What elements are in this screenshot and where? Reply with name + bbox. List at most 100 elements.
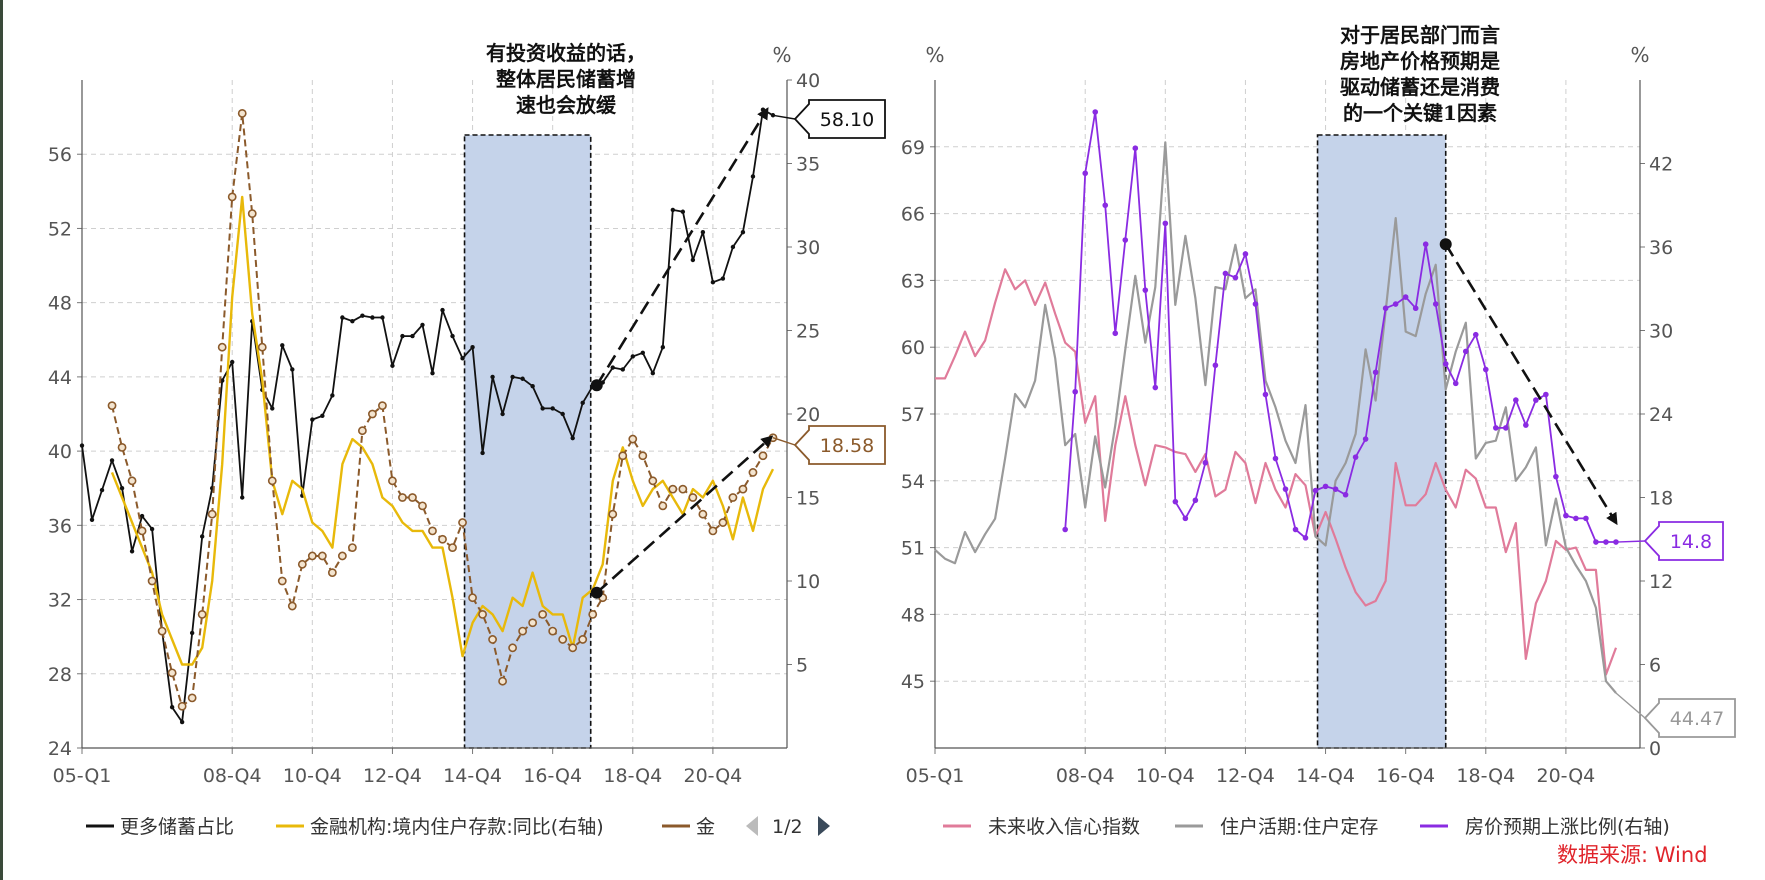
data-point [678,484,688,494]
data-point [1252,301,1259,307]
x-tick-label: 12-Q4 [363,765,422,787]
x-tick-label: 14-Q4 [1296,765,1355,787]
arrow-start-dot [590,379,603,392]
data-point [500,411,505,417]
data-point [1372,369,1379,376]
data-point [740,229,746,235]
data-point [1062,526,1068,533]
data-point [1392,301,1399,307]
left-chart-grid [81,80,787,749]
y-right-tick-label: 5 [796,655,808,677]
data-point [668,484,678,494]
y-left-tick-label: 51 [901,538,925,560]
data-point [518,626,528,636]
data-point [650,370,656,376]
data-point [748,468,758,477]
trend-arrow [595,435,774,594]
end-label-box [1643,521,1724,561]
data-point [1232,274,1239,281]
data-point [1132,145,1139,151]
data-point [1322,483,1329,490]
data-point [660,345,666,350]
data-point [227,192,237,202]
data-point [418,501,427,511]
data-point [750,174,756,179]
data-point [1332,486,1339,492]
series-line [81,108,774,723]
end-label-value: 44.47 [1670,708,1724,730]
legend-pager: 1/2 [746,816,830,838]
data-point [257,342,267,352]
x-tick-label: 16-Q4 [523,765,582,787]
data-point [237,109,247,118]
data-point [370,315,375,320]
x-tick-label: 14-Q4 [443,765,502,787]
data-point [129,549,135,554]
data-point [347,543,357,552]
data-point [630,354,635,359]
y-right-tick-label: 30 [1649,321,1673,343]
data-point [730,244,736,250]
highlight-box [1316,134,1447,749]
pager-next-icon[interactable] [818,816,830,836]
x-tick-label: 05-Q1 [53,765,112,787]
data-point [1072,388,1078,395]
data-point [388,476,397,486]
data-point [167,668,177,678]
data-point [1222,270,1229,277]
data-point [1352,454,1359,460]
legend-label: 更多储蓄占比 [120,816,234,838]
data-point [1212,362,1219,369]
data-point [1523,422,1529,428]
data-point [708,526,718,536]
data-point [408,493,417,502]
pager-prev-icon[interactable] [746,816,758,836]
x-tick-label: 18-Q4 [603,765,662,787]
data-point [89,517,95,522]
annotation-line: 整体居民储蓄增 [495,67,636,91]
x-tick-label: 10-Q4 [1136,765,1195,787]
annotation-line: 对于居民部门而言 [1340,23,1500,47]
data-point [1503,425,1509,431]
data-point [350,319,355,324]
data-point [79,443,85,448]
data-point [670,207,676,213]
data-point [608,509,618,519]
data-point [1543,391,1549,398]
data-point [410,333,415,339]
data-point [550,406,555,411]
data-point [460,356,465,361]
data-point [310,417,315,422]
data-point [1142,287,1149,293]
data-point [139,513,145,519]
series-line [111,112,774,708]
y-left-tick-label: 45 [901,671,925,693]
data-point [1422,241,1429,248]
y-right-tick-label: 30 [796,237,820,259]
data-point [1202,459,1209,466]
annotation-line: 速也会放缓 [516,93,617,117]
x-tick-label: 08-Q4 [203,765,262,787]
data-point [758,451,768,461]
data-point [280,343,285,348]
data-point [217,342,227,352]
data-point [119,486,125,491]
data-point [187,693,197,703]
y-right-tick-label: 42 [1649,154,1673,176]
data-point [1302,535,1309,541]
y-left-tick-label: 56 [48,144,72,166]
y-right-unit-label: % [1630,43,1649,67]
series-line [1064,111,1616,543]
legend-label: 房价预期上涨比例(右轴) [1465,816,1670,838]
data-point [1112,330,1119,337]
end-label-leader [1615,692,1646,719]
data-point [109,458,115,463]
data-point [380,315,385,320]
data-point [1603,539,1609,545]
data-point [127,476,137,486]
data-point [197,610,207,619]
data-point [530,383,535,389]
data-point [1563,512,1569,519]
series-line [934,141,1617,694]
